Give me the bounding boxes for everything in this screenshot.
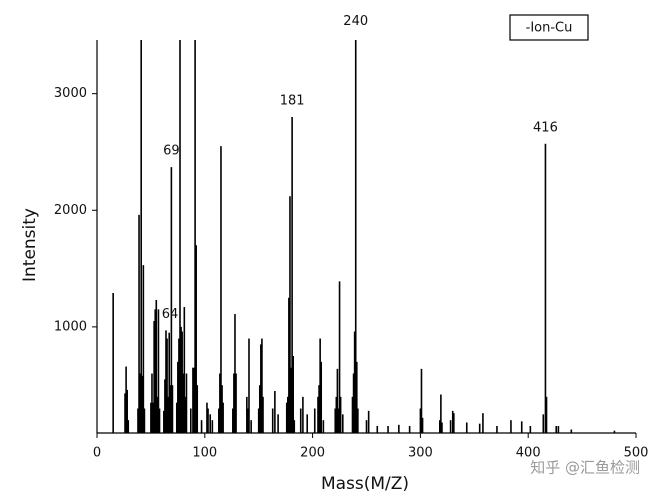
watermark: 知乎 @汇鱼检测: [530, 459, 640, 477]
x-tick-label: 200: [300, 446, 325, 461]
peak-label: 181: [280, 93, 305, 108]
y-axis-title: Intensity: [20, 208, 40, 282]
plot-area: [112, 40, 616, 433]
x-tick-label: 300: [408, 446, 433, 461]
y-tick-label: 3000: [54, 86, 87, 101]
x-tick-label: 500: [624, 446, 649, 461]
peak-label: 64: [162, 307, 179, 322]
x-tick-label: 100: [192, 446, 217, 461]
x-axis-title: Mass(M/Z): [321, 474, 409, 494]
peak-label: 416: [533, 120, 558, 135]
peak-label: 69: [163, 144, 180, 159]
legend-box: [509, 14, 589, 41]
y-tick-label: 1000: [54, 319, 87, 334]
peak-label: 240: [343, 14, 368, 29]
legend-label: -Ion-Cu: [526, 21, 573, 36]
x-tick-label: 400: [516, 446, 541, 461]
y-tick-label: 2000: [54, 203, 87, 218]
x-tick-label: 0: [93, 446, 101, 461]
